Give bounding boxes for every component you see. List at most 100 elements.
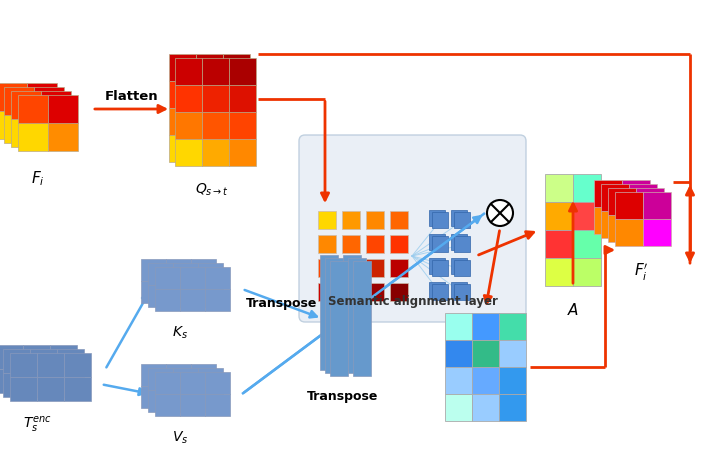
- Bar: [191, 281, 216, 303]
- Bar: [318, 283, 336, 301]
- Text: Flatten: Flatten: [104, 90, 158, 103]
- Bar: [454, 284, 470, 300]
- Bar: [318, 211, 336, 229]
- Bar: [223, 54, 250, 81]
- Bar: [499, 313, 526, 340]
- Bar: [454, 212, 470, 228]
- Bar: [180, 372, 205, 394]
- Bar: [4, 115, 34, 143]
- Bar: [166, 259, 191, 281]
- Bar: [37, 377, 64, 401]
- Text: $T_s^{enc}$: $T_s^{enc}$: [23, 415, 52, 435]
- Text: Semantic alignment layer: Semantic alignment layer: [328, 295, 498, 308]
- Bar: [0, 369, 23, 393]
- Bar: [229, 85, 256, 112]
- Bar: [629, 211, 657, 238]
- Bar: [23, 345, 50, 369]
- Bar: [202, 139, 229, 166]
- Bar: [141, 259, 166, 281]
- Bar: [57, 373, 84, 397]
- Bar: [3, 373, 30, 397]
- Bar: [229, 112, 256, 139]
- Bar: [366, 283, 384, 301]
- Bar: [48, 123, 78, 151]
- Bar: [573, 202, 601, 230]
- Bar: [594, 207, 622, 234]
- Bar: [594, 180, 622, 207]
- Bar: [180, 267, 205, 289]
- Bar: [30, 349, 57, 373]
- Bar: [191, 259, 216, 281]
- Bar: [545, 202, 573, 230]
- Bar: [30, 373, 57, 397]
- Bar: [3, 349, 30, 373]
- Bar: [41, 119, 71, 147]
- Bar: [601, 184, 629, 211]
- Bar: [11, 119, 41, 147]
- Text: Transpose: Transpose: [307, 390, 378, 403]
- Bar: [545, 258, 573, 286]
- Bar: [608, 188, 636, 215]
- Bar: [169, 81, 196, 108]
- Bar: [155, 372, 180, 394]
- Bar: [390, 211, 408, 229]
- Bar: [37, 353, 64, 377]
- Bar: [390, 259, 408, 277]
- Bar: [643, 219, 671, 246]
- Bar: [180, 394, 205, 416]
- Bar: [0, 345, 23, 369]
- Bar: [499, 394, 526, 421]
- Bar: [330, 261, 348, 376]
- Bar: [175, 58, 202, 85]
- Bar: [196, 108, 223, 135]
- Bar: [202, 58, 229, 85]
- Bar: [166, 386, 191, 408]
- Bar: [191, 386, 216, 408]
- Bar: [343, 255, 361, 370]
- Bar: [348, 258, 366, 373]
- Bar: [4, 87, 34, 115]
- Bar: [27, 111, 57, 139]
- Bar: [342, 259, 360, 277]
- Bar: [141, 364, 166, 386]
- Bar: [0, 83, 27, 111]
- Bar: [34, 87, 64, 115]
- Bar: [175, 112, 202, 139]
- Bar: [148, 285, 173, 307]
- Bar: [445, 394, 472, 421]
- Bar: [173, 285, 198, 307]
- Bar: [229, 139, 256, 166]
- Bar: [175, 139, 202, 166]
- Bar: [196, 54, 223, 81]
- Bar: [48, 95, 78, 123]
- Bar: [429, 210, 445, 226]
- Bar: [615, 219, 643, 246]
- Text: $Q_{s\rightarrow t}$: $Q_{s\rightarrow t}$: [196, 182, 229, 198]
- Bar: [573, 258, 601, 286]
- Bar: [325, 258, 343, 373]
- Bar: [432, 212, 448, 228]
- Bar: [636, 215, 664, 242]
- Bar: [205, 289, 230, 311]
- Bar: [148, 368, 173, 390]
- Bar: [342, 283, 360, 301]
- Bar: [451, 234, 467, 250]
- Bar: [57, 349, 84, 373]
- Bar: [202, 85, 229, 112]
- Bar: [173, 368, 198, 390]
- Bar: [198, 390, 223, 412]
- Text: $F_i$: $F_i$: [31, 169, 45, 188]
- Bar: [472, 313, 499, 340]
- Bar: [10, 377, 37, 401]
- Bar: [169, 108, 196, 135]
- Bar: [366, 235, 384, 253]
- Bar: [23, 369, 50, 393]
- Bar: [175, 85, 202, 112]
- Bar: [454, 260, 470, 276]
- Bar: [166, 281, 191, 303]
- Bar: [180, 289, 205, 311]
- Bar: [198, 263, 223, 285]
- Bar: [545, 230, 573, 258]
- Bar: [451, 282, 467, 298]
- Bar: [18, 123, 48, 151]
